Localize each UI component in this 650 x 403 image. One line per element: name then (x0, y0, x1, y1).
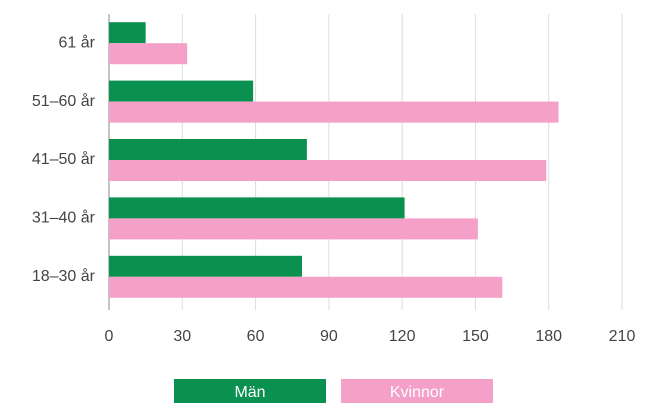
bar (109, 276, 503, 298)
y-tick-label: 41–50 år (32, 150, 96, 168)
y-tick-label: 61 år (59, 33, 96, 51)
bar (109, 160, 547, 181)
y-tick-label: 18–30 år (32, 267, 96, 285)
bar (109, 80, 254, 102)
bar (109, 218, 478, 240)
x-tick-label: 0 (105, 328, 114, 345)
y-tick-label: 31–40 år (32, 209, 96, 227)
x-tick-label: 120 (389, 328, 416, 345)
bar (109, 139, 307, 160)
x-tick-label: 210 (609, 328, 636, 345)
x-tick-label: 90 (320, 328, 338, 345)
legend-label: Män (234, 384, 265, 401)
legend-swatch (174, 379, 326, 403)
legend-swatch (341, 379, 493, 403)
bar (109, 255, 302, 277)
y-tick-label: 51–60 år (32, 92, 96, 110)
bar (109, 197, 405, 219)
x-tick-label: 180 (535, 328, 562, 345)
x-tick-label: 60 (247, 328, 265, 345)
x-tick-label: 30 (173, 328, 191, 345)
bar (109, 101, 559, 123)
legend-label: Kvinnor (390, 384, 445, 401)
x-tick-label: 150 (462, 328, 489, 345)
bar (109, 43, 188, 65)
bar (109, 22, 146, 44)
